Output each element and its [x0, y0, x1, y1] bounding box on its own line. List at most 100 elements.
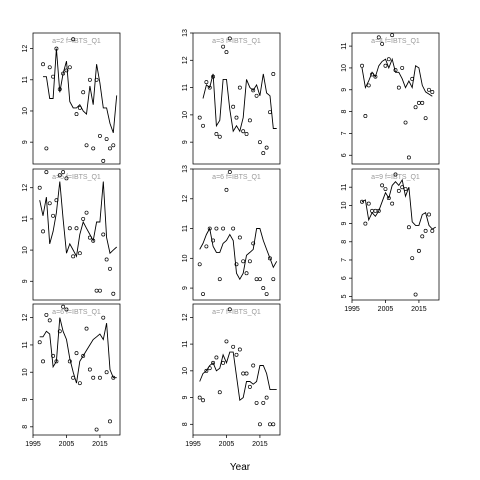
y-tick-label: 11 — [22, 215, 29, 222]
observation-point — [91, 146, 96, 151]
panel-title: a=9 f=IBTS_Q1 — [371, 174, 420, 181]
observation-point — [217, 134, 222, 139]
observation-point — [94, 427, 99, 432]
observation-point — [386, 57, 391, 62]
observation-point — [430, 89, 435, 94]
observation-point — [97, 288, 102, 293]
fitted-line — [39, 317, 117, 384]
y-tick-label: 10 — [341, 201, 348, 209]
observation-point — [241, 371, 246, 376]
fitted-line — [361, 57, 433, 97]
fitted-line — [361, 178, 436, 230]
observation-point — [247, 118, 252, 123]
observation-point — [363, 221, 368, 226]
y-tick-label: 9 — [182, 286, 189, 290]
observation-point — [111, 143, 116, 148]
observation-point — [197, 115, 202, 120]
observation-point — [57, 173, 62, 178]
observation-point — [244, 132, 249, 136]
y-tick-label: 10 — [22, 246, 29, 254]
observation-point — [251, 241, 256, 246]
observation-point — [393, 172, 398, 177]
observation-point — [237, 347, 242, 352]
y-tick-label: 12 — [22, 314, 29, 322]
y-tick-label: 12 — [22, 184, 29, 192]
observation-point — [360, 199, 364, 204]
observation-point — [383, 63, 388, 68]
observation-point — [241, 129, 246, 134]
observation-point — [77, 381, 82, 386]
observation-point — [221, 226, 226, 231]
panel: a=2 f=IBTS_Q1 9 10 11 12 — [22, 32, 121, 165]
observation-point — [390, 201, 395, 206]
y-tick-label: 10 — [182, 367, 189, 375]
panel-title: a=6 f=IBTS_Q1 — [52, 309, 101, 316]
x-tick-label: 2015 — [92, 441, 108, 448]
observation-point — [71, 254, 76, 259]
fitted-line — [202, 73, 277, 133]
observation-point — [254, 400, 259, 405]
observation-point — [410, 256, 415, 261]
observation-point — [214, 226, 219, 231]
x-tick-label: 1995 — [185, 441, 201, 448]
observation-point — [380, 183, 385, 188]
observation-point — [268, 256, 272, 261]
observation-point — [104, 257, 109, 262]
observation-point — [373, 74, 378, 79]
observation-point — [217, 390, 222, 395]
observation-point — [108, 419, 112, 424]
observation-point — [376, 35, 381, 40]
observation-point — [420, 234, 425, 239]
x-tick-label: 1995 — [25, 441, 41, 448]
observation-point — [241, 259, 246, 264]
panel-frame — [192, 168, 281, 301]
observation-point — [81, 216, 86, 221]
y-tick-label: 8 — [341, 110, 348, 114]
observation-point — [231, 104, 236, 109]
observation-point — [67, 226, 72, 231]
observation-point — [264, 395, 269, 400]
observation-point — [237, 235, 242, 240]
observation-point — [380, 41, 385, 46]
observation-point — [430, 228, 435, 233]
panel: a=6 f=IBTS_Q1 8 9 10 11 12 1995 2005 2015 — [22, 303, 121, 448]
observation-point — [268, 110, 272, 115]
observation-point — [413, 105, 418, 110]
observation-point — [383, 187, 388, 191]
observation-point — [413, 292, 418, 297]
observation-point — [251, 363, 256, 368]
observation-point — [396, 85, 401, 90]
observation-point — [234, 262, 239, 267]
observation-point — [231, 226, 236, 231]
panel-frame — [192, 32, 281, 165]
y-tick-label: 7 — [341, 131, 348, 135]
y-tick-label: 6 — [341, 153, 348, 157]
x-tick-label: 2015 — [252, 441, 268, 448]
observation-point — [64, 176, 69, 181]
y-tick-label: 11 — [182, 225, 189, 232]
observation-point — [423, 228, 428, 233]
y-tick-label: 8 — [22, 425, 29, 429]
observation-point — [224, 187, 229, 192]
observation-point — [64, 307, 69, 312]
observation-point — [64, 68, 69, 73]
panel-frame — [192, 303, 281, 436]
observation-point — [201, 123, 205, 128]
panel: a=5 f=IBTS_Q1 9 10 11 12 — [22, 168, 121, 301]
observation-point — [261, 286, 266, 291]
observation-point — [227, 170, 232, 174]
observation-point — [74, 112, 79, 117]
observation-point — [61, 170, 66, 175]
observation-point — [254, 277, 259, 282]
panel-frame — [351, 168, 440, 301]
observation-point — [108, 266, 112, 271]
observation-point — [84, 326, 89, 331]
observation-point — [211, 360, 216, 365]
observation-point — [234, 115, 239, 120]
y-tick-label: 6 — [341, 276, 348, 280]
observation-point — [227, 36, 232, 41]
observation-point — [101, 232, 106, 237]
y-tick-label: 13 — [182, 29, 189, 37]
y-tick-label: 8 — [341, 240, 348, 244]
observation-point — [81, 353, 86, 358]
